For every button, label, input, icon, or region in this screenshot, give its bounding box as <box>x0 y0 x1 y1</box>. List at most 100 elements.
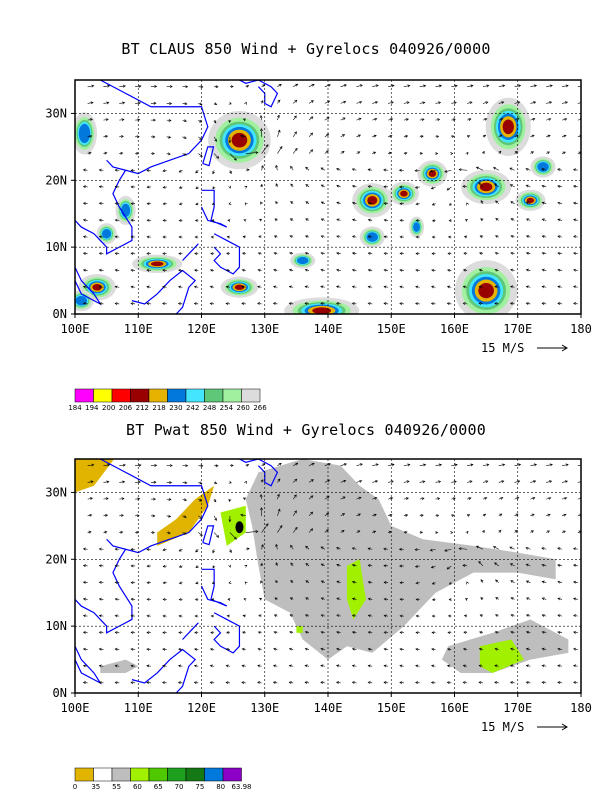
wind-arrowhead <box>518 463 522 467</box>
wind-arrowhead <box>514 530 518 533</box>
wind-arrowhead <box>343 479 347 483</box>
wind-vector <box>510 681 515 684</box>
coastline <box>202 146 215 167</box>
wind-arrowhead <box>399 597 403 601</box>
wind-arrowhead <box>228 581 232 584</box>
wind-arrowhead <box>431 219 436 222</box>
wind-vector <box>356 134 361 138</box>
coastline <box>131 648 197 693</box>
wind-vector <box>510 631 515 634</box>
wind-vector <box>213 515 217 521</box>
wind-arrowhead <box>130 285 134 289</box>
wind-arrowhead <box>212 550 215 554</box>
wind-vector <box>514 118 519 121</box>
wind-arrowhead <box>475 545 479 549</box>
wind-arrowhead <box>541 251 545 255</box>
wind-vector <box>305 665 310 667</box>
wind-arrowhead <box>273 614 277 618</box>
wind-vector <box>146 269 151 271</box>
wind-vector <box>403 514 408 517</box>
wind-arrowhead <box>289 630 293 634</box>
wind-arrowhead <box>573 614 577 618</box>
wind-vector <box>447 302 452 305</box>
wind-arrowhead <box>210 252 214 256</box>
wind-vector <box>482 85 489 87</box>
wind-arrowhead <box>415 631 419 635</box>
wind-arrowhead <box>169 481 173 484</box>
wind-arrowhead <box>446 187 450 191</box>
wind-vector <box>257 302 262 305</box>
wind-arrowhead <box>494 614 499 617</box>
wind-arrowhead <box>525 630 530 634</box>
wind-arrowhead <box>214 138 217 142</box>
wind-vector <box>198 136 202 140</box>
wind-arrowhead <box>525 218 530 222</box>
wind-vector <box>352 614 357 617</box>
wind-arrowhead <box>242 614 246 618</box>
wind-arrowhead <box>294 510 297 514</box>
wind-arrowhead <box>194 631 198 635</box>
wind-vector <box>277 115 280 121</box>
wind-arrowhead <box>136 514 140 518</box>
wind-vector <box>526 631 531 634</box>
wind-arrowhead <box>214 481 218 485</box>
wind-arrowhead <box>326 117 330 120</box>
wind-arrowhead <box>114 302 118 306</box>
wind-vector <box>292 494 297 500</box>
wind-arrowhead <box>565 84 569 88</box>
wind-arrowhead <box>532 117 536 121</box>
wind-arrowhead <box>383 268 387 272</box>
wind-arrowhead <box>275 183 279 187</box>
wind-arrowhead <box>336 614 340 618</box>
wind-arrowhead <box>383 631 387 634</box>
wind-arrowhead <box>557 664 561 668</box>
wind-arrowhead <box>152 135 156 139</box>
wind-vector <box>321 201 325 204</box>
wind-arrowhead <box>226 235 230 239</box>
wind-arrowhead <box>383 581 387 584</box>
wind-arrowhead <box>383 252 387 255</box>
y-tick-label: 10N <box>45 619 67 633</box>
wind-arrowhead <box>260 507 263 511</box>
wind-arrowhead <box>421 118 425 122</box>
wind-vector <box>530 85 537 87</box>
wind-vector <box>510 252 515 255</box>
wind-arrowhead <box>406 101 410 105</box>
wind-arrowhead <box>169 464 173 468</box>
wind-arrowhead <box>226 614 230 618</box>
wind-vector <box>277 525 283 533</box>
wind-vector <box>467 480 473 483</box>
wind-arrowhead <box>200 464 204 468</box>
wind-vector <box>275 165 278 171</box>
cloud-contour <box>478 282 494 299</box>
wind-arrowhead <box>178 252 182 256</box>
wind-vector <box>320 546 325 550</box>
wind-vector <box>462 185 468 188</box>
wind-arrowhead <box>429 169 433 173</box>
wind-arrowhead <box>494 302 498 306</box>
wind-vector <box>514 497 519 500</box>
wind-vector <box>431 286 436 288</box>
coastline <box>200 568 228 607</box>
wind-arrowhead <box>557 235 561 239</box>
wind-arrowhead <box>162 252 166 256</box>
wind-arrowhead <box>573 580 577 584</box>
wind-arrowhead <box>415 598 419 601</box>
wind-vector <box>162 286 167 288</box>
wind-arrowhead <box>415 302 419 306</box>
wind-arrowhead <box>510 235 514 238</box>
wind-arrowhead <box>448 581 452 585</box>
wind-arrowhead <box>494 235 499 238</box>
wind-arrowhead <box>230 464 234 468</box>
wind-vector <box>557 202 563 204</box>
wind-vector <box>290 166 294 171</box>
wind-vector <box>130 286 136 288</box>
wind-vector <box>498 464 505 466</box>
wind-arrowhead <box>518 84 522 88</box>
wind-vector <box>352 581 357 583</box>
wind-arrowhead <box>343 100 347 104</box>
wind-arrowhead <box>480 597 484 601</box>
wind-vector <box>146 682 151 684</box>
colorbar-swatch <box>222 388 242 403</box>
wind-arrowhead <box>146 202 150 206</box>
